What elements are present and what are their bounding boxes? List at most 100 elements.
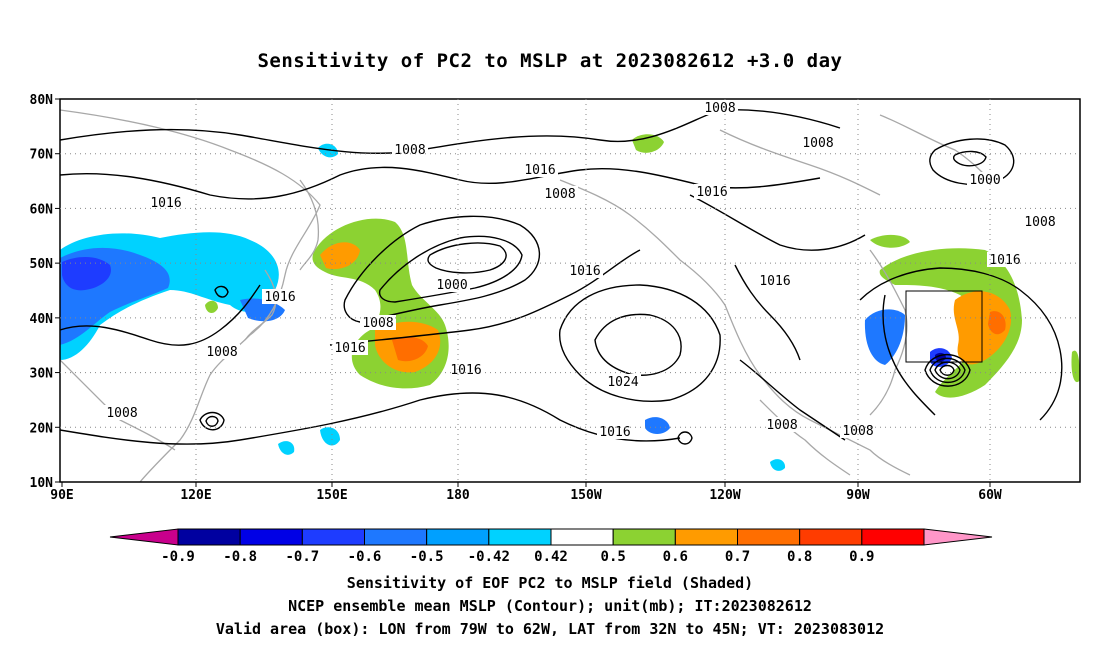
shade-blob-negative-small2	[770, 459, 786, 471]
contour-label-bg	[448, 362, 484, 377]
lon-tick-label: 60W	[978, 488, 1002, 503]
contour-east-box-1016	[882, 294, 936, 416]
lat-tick-label: 20N	[30, 421, 54, 436]
contour-atlantic-1000-inner	[952, 150, 987, 167]
contour-label: 1016	[150, 196, 181, 211]
colorbar-min-arrow	[109, 528, 179, 546]
contour-label-bg	[262, 289, 298, 304]
colorbar-swatch	[799, 528, 863, 546]
lon-tick-label: 120E	[180, 488, 211, 503]
colorbar-swatch	[177, 528, 241, 546]
valid-area-box	[905, 290, 983, 363]
contour-label: 1016	[264, 290, 295, 305]
shade-blob-positive-small2	[870, 234, 910, 248]
shade-blob-positive-atlantic	[879, 248, 1022, 398]
contour-1008-small	[199, 411, 225, 431]
shade-blob-positive-atlantic-core2	[988, 311, 1006, 335]
colorbar-swatch	[239, 528, 303, 546]
contour-low-1000-mid	[378, 235, 523, 303]
contour-1008-small-inner	[205, 415, 219, 427]
contour-label-bg	[522, 162, 558, 177]
shade-blob-negative-japan	[240, 298, 285, 322]
contour-label-bg	[800, 135, 836, 150]
contour-1008-high-small	[214, 285, 229, 298]
lon-tick-label: 150W	[570, 488, 601, 503]
contour-label: 1016	[569, 264, 600, 279]
colorbar-label: -0.9	[161, 549, 195, 565]
shade-blob-negative-small1	[318, 143, 338, 158]
coastline-greenland	[879, 114, 991, 181]
contour-pacific-1016-south	[60, 392, 681, 445]
coastline-mexico	[759, 399, 851, 476]
colorbar: -0.9 -0.8 -0.7 -0.6 -0.5 -0.42 0.42 0.5 0.6 0.7 0.…	[109, 528, 993, 565]
contour-label-bg	[757, 273, 793, 288]
caption-contour: NCEP ensemble mean MSLP (Contour); unit(…	[288, 597, 812, 615]
contour-1016-ring	[677, 431, 693, 445]
contour-label-bg	[148, 195, 184, 210]
map-title: Sensitivity of PC2 to MSLP at 2023082612…	[257, 50, 843, 72]
colorbar-swatch	[488, 528, 552, 546]
map-frame	[59, 98, 1081, 483]
colorbar-label: -0.7	[285, 549, 319, 565]
lon-tick-label: 180	[446, 488, 470, 503]
contour-label-bg	[360, 315, 396, 330]
contour-low-1000-inner	[427, 242, 507, 274]
colorbar-swatch	[737, 528, 801, 546]
lat-tick-label: 10N	[30, 476, 54, 491]
contour-pacific-1016	[329, 249, 641, 346]
contour-asia-1008	[60, 284, 261, 346]
contour-label: 1008	[842, 424, 873, 439]
map-area: 1008 1008 1008 1008 1016 1016 1016 1016 1016 1000…	[60, 100, 1080, 482]
shade-blob-positive-small1	[205, 300, 218, 314]
colorbar-label: 0.8	[787, 549, 812, 565]
contour-label: 1000	[436, 278, 467, 293]
colorbar-max-arrow	[923, 528, 993, 546]
lat-tick-label: 80N	[30, 93, 54, 108]
coastline-japan	[244, 269, 277, 341]
graticule	[55, 98, 1080, 487]
colorbar-swatch	[426, 528, 490, 546]
colorbar-swatch	[861, 528, 925, 546]
lon-tick-label: 90W	[846, 488, 870, 503]
contour-label-bg	[764, 417, 800, 432]
shade-blob-positive-pacific-core2	[392, 336, 428, 362]
shade-blob-positive-small3	[1071, 350, 1080, 383]
shade-blob-negative-small3	[278, 441, 295, 455]
colorbar-swatch	[364, 528, 428, 546]
coastline-canada-arctic	[719, 129, 881, 196]
contour-hurricane-3	[929, 357, 966, 384]
coastline-north-america	[724, 304, 911, 476]
contour-label: 1016	[334, 341, 365, 356]
coastlines	[60, 109, 991, 482]
shade-blob-positive-kamchatka-core	[320, 242, 360, 270]
lon-tick-label: 150E	[316, 488, 347, 503]
lat-tick-label: 60N	[30, 202, 54, 217]
colorbar-swatch	[612, 528, 676, 546]
colorbar-label: -0.5	[410, 549, 444, 565]
lat-tick-label: 50N	[30, 257, 54, 272]
colorbar-label: 0.6	[663, 549, 688, 565]
contour-label-bg	[967, 172, 1003, 187]
contour-label-bg	[702, 100, 738, 115]
contour-label: 1024	[607, 375, 638, 390]
contour-label: 1008	[802, 136, 833, 151]
contour-label: 1016	[599, 425, 630, 440]
caption-valid-area: Valid area (box): LON from 79W to 62W, L…	[215, 620, 885, 638]
contour-west-us-1016	[734, 264, 801, 361]
contour-label: 1016	[524, 163, 555, 178]
colorbar-label: 0.9	[849, 549, 874, 565]
colorbar-swatch	[301, 528, 366, 546]
contour-label-bg	[1022, 214, 1058, 229]
contour-label: 1008	[766, 418, 797, 433]
contour-label: 1008	[544, 187, 575, 202]
contour-label: 1000	[969, 173, 1000, 188]
shade-blob-negative-hawaii-south	[645, 417, 670, 434]
latitude-labels: 80N 70N 60N 50N 40N 30N 20N 10N	[30, 93, 54, 491]
contour-label-bg	[434, 277, 470, 292]
contour-west-us-1008	[739, 359, 846, 441]
contour-label: 1008	[704, 101, 735, 116]
contour-label: 1008	[362, 316, 393, 331]
contour-label: 1008	[106, 406, 137, 421]
contour-label-bg	[204, 344, 240, 359]
